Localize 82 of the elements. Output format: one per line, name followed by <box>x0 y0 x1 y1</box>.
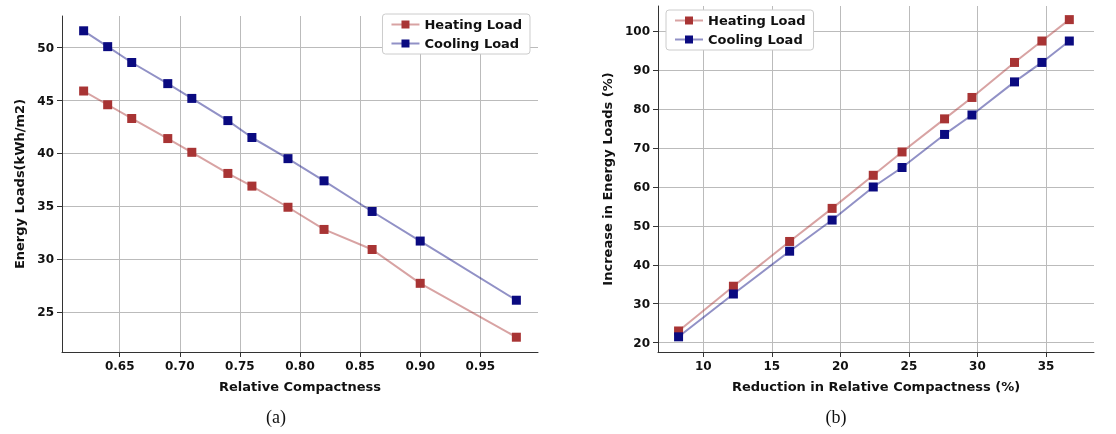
point <box>223 116 233 126</box>
y-tick-label: 60 <box>633 179 650 194</box>
x-tick-label: 0.95 <box>465 359 496 373</box>
point <box>415 236 425 246</box>
point <box>103 100 113 110</box>
point <box>897 147 907 157</box>
point <box>827 203 837 213</box>
point <box>1064 36 1074 46</box>
point <box>511 295 521 305</box>
y-tick-label: 25 <box>37 304 54 319</box>
y-tick-label: 50 <box>633 218 650 233</box>
point <box>674 332 684 342</box>
x-tick-label: 10 <box>694 359 712 373</box>
point <box>415 278 425 288</box>
y-tick-label: 30 <box>37 252 54 267</box>
point <box>127 57 137 67</box>
point <box>103 42 113 52</box>
legend-label: Heating Load <box>708 13 806 28</box>
x-axis-title: Reduction in Relative Compactness (%) <box>731 379 1021 394</box>
x-tick-label: 25 <box>900 359 918 373</box>
point <box>283 202 293 212</box>
y-tick-label: 80 <box>633 102 650 117</box>
point <box>967 110 977 120</box>
point <box>967 92 977 102</box>
x-tick-label: 15 <box>763 359 781 373</box>
point <box>785 246 795 256</box>
point <box>79 86 89 96</box>
x-tick-label: 20 <box>832 359 849 373</box>
point <box>367 245 377 255</box>
x-tick-label: 0.70 <box>164 359 195 373</box>
x-tick-label: 0.80 <box>285 359 315 373</box>
point <box>367 206 377 216</box>
text: (b) <box>825 407 847 428</box>
point <box>728 289 738 299</box>
y-tick-label: 30 <box>633 296 650 311</box>
point <box>897 163 907 173</box>
point <box>223 168 233 178</box>
y-tick-label: 50 <box>37 40 54 55</box>
y-tick-label: 100 <box>624 24 650 39</box>
y-tick-label: 90 <box>633 63 650 78</box>
point <box>1037 36 1047 46</box>
point <box>940 129 950 139</box>
point <box>163 134 173 144</box>
point <box>319 176 329 186</box>
point <box>868 170 878 180</box>
x-tick-label: 0.90 <box>405 359 436 373</box>
y-tick-label: 70 <box>633 141 650 156</box>
point <box>187 93 197 103</box>
y-tick-label: 40 <box>633 257 650 272</box>
point <box>868 182 878 192</box>
legend-label: Cooling Load <box>708 32 803 47</box>
legend-label: Heating Load <box>424 17 523 32</box>
point <box>283 154 293 164</box>
y-tick-label: 45 <box>37 93 54 108</box>
point <box>827 215 837 225</box>
point <box>940 114 950 124</box>
point <box>247 181 257 191</box>
y-axis-title: Energy Loads(kWh/m2) <box>12 98 27 270</box>
point <box>785 236 795 246</box>
x-tick-label: 0.75 <box>225 359 255 373</box>
point <box>1037 57 1047 67</box>
point <box>1009 57 1019 67</box>
y-tick-label: 35 <box>37 199 54 214</box>
x-tick-label: 0.65 <box>104 359 135 373</box>
point <box>187 147 197 157</box>
x-axis-title: Relative Compactness <box>218 379 382 394</box>
point <box>247 133 257 143</box>
y-tick-label: 20 <box>633 335 650 350</box>
point <box>319 224 329 234</box>
point <box>1064 15 1074 25</box>
point <box>511 332 521 342</box>
text: (a) <box>266 407 286 428</box>
point <box>79 26 89 36</box>
x-tick-label: 35 <box>1037 359 1055 373</box>
point <box>163 79 173 89</box>
y-axis-title: Increase in Energy Loads (%) <box>600 72 616 286</box>
legend-label: Cooling Load <box>424 36 520 51</box>
point <box>127 113 137 123</box>
x-tick-label: 0.85 <box>345 359 375 373</box>
point <box>1009 77 1019 87</box>
x-tick-label: 30 <box>969 359 986 373</box>
y-tick-label: 40 <box>37 146 54 161</box>
